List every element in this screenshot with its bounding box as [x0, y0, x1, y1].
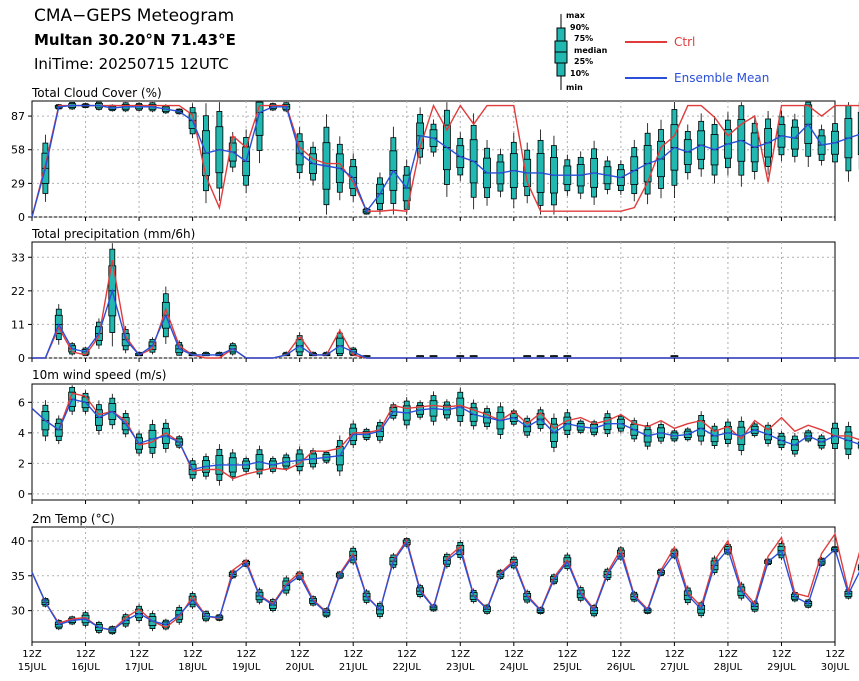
- x-tick-hour: 12Z: [504, 649, 524, 660]
- x-tick-hour: 12Z: [611, 649, 631, 660]
- box-inner: [456, 355, 465, 358]
- y-tick-label: 87: [11, 110, 25, 123]
- x-tick-date: 15JUL: [18, 662, 47, 673]
- x-tick-date: 26JUL: [607, 662, 636, 673]
- x-tick-date: 16JUL: [71, 662, 100, 673]
- x-tick-date: 20JUL: [285, 662, 314, 673]
- x-tick-hour: 12Z: [772, 649, 792, 660]
- box-inner: [416, 355, 425, 358]
- x-tick-hour: 12Z: [236, 649, 256, 660]
- init-time: IniTime: 20250715 12UTC: [34, 55, 229, 73]
- ensemble-mean-line: [31, 398, 859, 471]
- panel-frame: [31, 526, 836, 643]
- box-inner: [563, 355, 572, 358]
- y-tick-label: 4: [18, 427, 25, 440]
- panel-title: 2m Temp (°C): [32, 512, 115, 526]
- legend-label-ctrl: Ctrl: [674, 35, 695, 49]
- x-tick-hour: 12Z: [129, 649, 149, 660]
- x-tick-hour: 12Z: [183, 649, 203, 660]
- x-tick-hour: 12Z: [558, 649, 578, 660]
- box-inner: [429, 355, 438, 358]
- x-tick-date: 21JUL: [339, 662, 368, 673]
- y-tick-label: 6: [18, 396, 25, 409]
- ensemble-mean-line: [31, 104, 859, 218]
- legend-box-label: median: [574, 46, 608, 55]
- ctrl-line: [31, 532, 859, 631]
- x-tick-hour: 12Z: [343, 649, 363, 660]
- x-tick-hour: 12Z: [718, 649, 738, 660]
- box-inner: [550, 355, 558, 358]
- y-tick-label: 11: [11, 318, 25, 331]
- x-tick-date: 19JUL: [232, 662, 261, 673]
- legend-label-mean: Ensemble Mean: [674, 71, 769, 85]
- panel-title: Total Cloud Cover (%): [31, 86, 162, 100]
- legend-box-label: 90%: [570, 23, 589, 32]
- x-tick-date: 30JUL: [821, 662, 850, 673]
- box-inner: [469, 355, 478, 358]
- x-tick-hour: 12Z: [76, 649, 96, 660]
- legend-box-label: 10%: [570, 69, 589, 78]
- x-tick-hour: 12Z: [397, 649, 417, 660]
- ensemble-mean-line: [32, 288, 859, 359]
- x-tick-hour: 12Z: [290, 649, 310, 660]
- legend-box-label: min: [566, 83, 583, 92]
- y-tick-label: 0: [18, 211, 25, 224]
- x-tick-date: 23JUL: [446, 662, 475, 673]
- ctrl-line: [31, 103, 859, 218]
- panel-title: 10m wind speed (m/s): [32, 368, 166, 382]
- y-tick-label: 0: [18, 352, 25, 365]
- ctrl-line: [31, 392, 859, 480]
- panel-2: 10m wind speed (m/s) 0 2 4 6: [18, 368, 859, 504]
- x-tick-hour: 12Z: [825, 649, 845, 660]
- x-tick-date: 24JUL: [500, 662, 529, 673]
- y-tick-label: 58: [11, 144, 25, 157]
- legend-box-label: 75%: [574, 34, 593, 43]
- x-tick-hour: 12Z: [665, 649, 685, 660]
- panel-0: Total Cloud Cover (%) 0 29 58 87: [11, 86, 859, 224]
- legend-box-label: 25%: [574, 57, 593, 66]
- y-tick-label: 29: [11, 177, 25, 190]
- box-inner: [255, 101, 264, 136]
- panel-3: 2m Temp (°C) 30 35 40: [11, 512, 859, 646]
- panel-title: Total precipitation (mm/6h): [31, 227, 195, 241]
- station-location: Multan 30.20°N 71.43°E: [34, 31, 236, 49]
- x-tick-hour: 12Z: [22, 649, 42, 660]
- x-tick-date: 17JUL: [125, 662, 154, 673]
- x-tick-date: 25JUL: [553, 662, 582, 673]
- x-tick-date: 18JUL: [178, 662, 207, 673]
- box-inner: [536, 355, 545, 358]
- panel-1: Total precipitation (mm/6h) 0 11 22 33: [11, 227, 859, 365]
- box-inner: [523, 355, 532, 358]
- x-axis-labels: 12Z 15JUL 12Z 16JUL 12Z 17JUL 12Z 18JUL 12Z 19JUL…: [18, 649, 850, 673]
- y-tick-label: 40: [11, 535, 25, 548]
- legend: max 90% 75% median 25% 10% min Ctrl Ensemble Me…: [554, 11, 769, 92]
- x-tick-date: 22JUL: [392, 662, 421, 673]
- x-tick-date: 27JUL: [660, 662, 689, 673]
- y-tick-label: 0: [18, 488, 25, 501]
- x-tick-date: 29JUL: [767, 662, 796, 673]
- box-inner: [670, 355, 679, 358]
- y-tick-label: 30: [11, 605, 25, 618]
- y-tick-label: 22: [11, 285, 25, 298]
- y-tick-label: 35: [11, 570, 25, 583]
- x-tick-date: 28JUL: [714, 662, 743, 673]
- ensemble-mean-line: [31, 540, 859, 631]
- y-tick-label: 2: [18, 457, 25, 470]
- legend-box-label: max: [566, 11, 586, 20]
- chart-title: CMA−GEPS Meteogram: [34, 6, 235, 26]
- y-tick-label: 33: [11, 251, 25, 264]
- x-tick-hour: 12Z: [450, 649, 470, 660]
